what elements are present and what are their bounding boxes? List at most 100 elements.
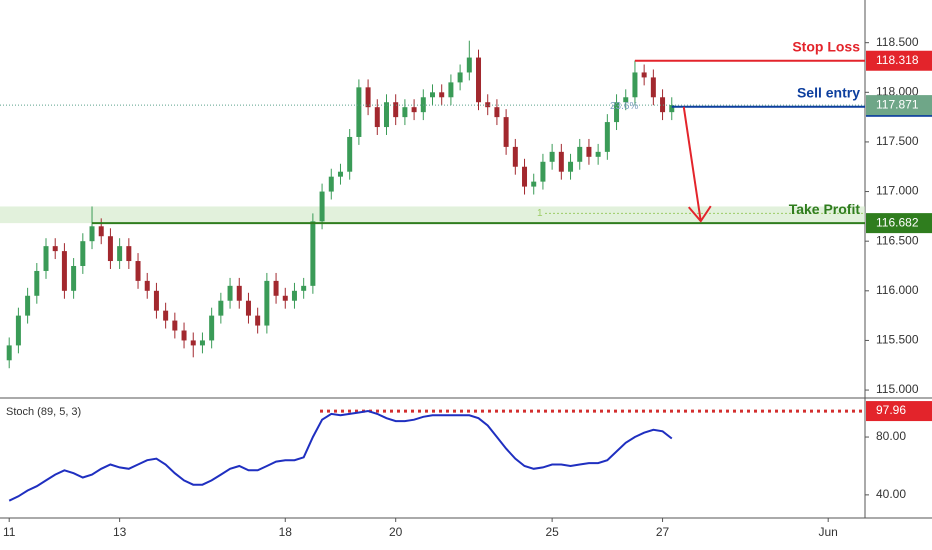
- candle-body: [264, 280, 270, 326]
- candle-body: [503, 117, 509, 147]
- candle-body: [641, 72, 647, 78]
- stoch-title: Stoch (89, 5, 3): [6, 406, 81, 418]
- level-name: Stop Loss: [792, 38, 860, 54]
- price-label-box: [866, 50, 932, 71]
- candle-body: [356, 87, 362, 137]
- candle-body: [430, 92, 435, 98]
- candle-body: [25, 295, 31, 316]
- x-tick-label: Jun: [819, 525, 838, 539]
- candle-body: [604, 122, 610, 152]
- candle-body: [623, 97, 629, 103]
- candle-body: [245, 300, 251, 316]
- candle-body: [117, 246, 123, 262]
- candle-body: [15, 315, 21, 346]
- candle-body: [310, 221, 316, 286]
- y-tick-label: 115.000: [876, 382, 919, 396]
- y-tick-label: 117.000: [876, 184, 919, 198]
- candle-body: [494, 107, 500, 118]
- candle-body: [457, 72, 463, 83]
- candle-body: [476, 57, 482, 103]
- candle-body: [6, 345, 12, 361]
- stoch-level-label: 97.96: [876, 403, 906, 417]
- y-tick-label: 117.500: [876, 134, 919, 148]
- x-tick-label: 27: [656, 525, 670, 539]
- y-tick-label: 115.500: [876, 333, 919, 347]
- fib-label: 23.6%: [610, 101, 638, 112]
- candle-body: [365, 87, 371, 108]
- candle-body: [181, 330, 187, 341]
- candle-body: [650, 77, 656, 98]
- candle-body: [236, 285, 242, 301]
- candle-body: [660, 97, 666, 113]
- stoch-level-box: [866, 401, 932, 422]
- candle-body: [558, 151, 564, 172]
- candle-body: [43, 246, 49, 271]
- stoch-tick-label: 80.00: [876, 429, 906, 443]
- candle-body: [439, 92, 445, 98]
- x-tick-label: 20: [389, 525, 403, 539]
- stoch-line: [8, 409, 673, 502]
- y-tick-label: 116.000: [876, 283, 919, 297]
- candle-body: [135, 261, 141, 281]
- candle-body: [282, 295, 288, 301]
- level-name: Take Profit: [789, 201, 861, 217]
- y-tick-label: 118.500: [876, 35, 919, 49]
- candle-body: [227, 285, 233, 301]
- candle-body: [540, 161, 546, 182]
- candle-body: [411, 107, 417, 113]
- stoch-tick-label: 40.00: [876, 487, 906, 501]
- candle-body: [301, 285, 307, 291]
- candle-body: [291, 290, 297, 301]
- candle-body: [98, 226, 104, 237]
- candle-body: [34, 270, 40, 296]
- candle-body: [347, 136, 353, 172]
- candle-body: [153, 290, 159, 311]
- candle-body: [89, 226, 95, 242]
- candle-body: [614, 102, 620, 123]
- y-tick-label: 116.500: [876, 233, 919, 247]
- candle-body: [144, 280, 150, 291]
- price-label: 118.318: [876, 53, 919, 67]
- candle-body: [209, 315, 215, 341]
- candle-body: [126, 246, 132, 262]
- fib-label: 1: [537, 208, 543, 219]
- candle-body: [319, 191, 325, 222]
- arrow-head: [687, 205, 712, 223]
- candle-body: [669, 105, 675, 113]
- x-tick-label: 13: [113, 525, 127, 539]
- price-label-box: [866, 213, 932, 234]
- price-label-box: [866, 95, 932, 116]
- candle-body: [273, 280, 279, 296]
- candle-body: [255, 315, 261, 326]
- take-profit-zone: [0, 206, 865, 224]
- candle-body: [595, 151, 601, 157]
- candle-body: [199, 340, 205, 346]
- candle-body: [163, 310, 169, 321]
- candle-body: [328, 176, 334, 192]
- candle-body: [172, 320, 178, 331]
- y-tick-label: 118.000: [876, 84, 919, 98]
- candle-body: [80, 241, 86, 266]
- candle-body: [107, 236, 113, 262]
- candle-body: [512, 146, 518, 167]
- price-label: 116.682: [876, 215, 919, 229]
- candle-body: [568, 161, 574, 172]
- candle-body: [577, 146, 583, 162]
- x-tick-label: 25: [545, 525, 559, 539]
- level-name: Sell entry: [797, 84, 860, 100]
- candle-body: [374, 107, 380, 128]
- candle-body: [632, 72, 638, 98]
- candle-body: [522, 166, 528, 187]
- candle-body: [448, 82, 454, 98]
- candle-body: [402, 107, 408, 118]
- candle-body: [218, 300, 224, 316]
- x-tick-label: 18: [279, 525, 293, 539]
- candle-body: [586, 146, 592, 157]
- candle-body: [393, 102, 399, 118]
- candle-body: [52, 246, 58, 252]
- candle-body: [531, 181, 537, 187]
- candle-body: [190, 340, 196, 346]
- x-tick-label: 11: [3, 525, 16, 539]
- candle-body: [466, 57, 472, 73]
